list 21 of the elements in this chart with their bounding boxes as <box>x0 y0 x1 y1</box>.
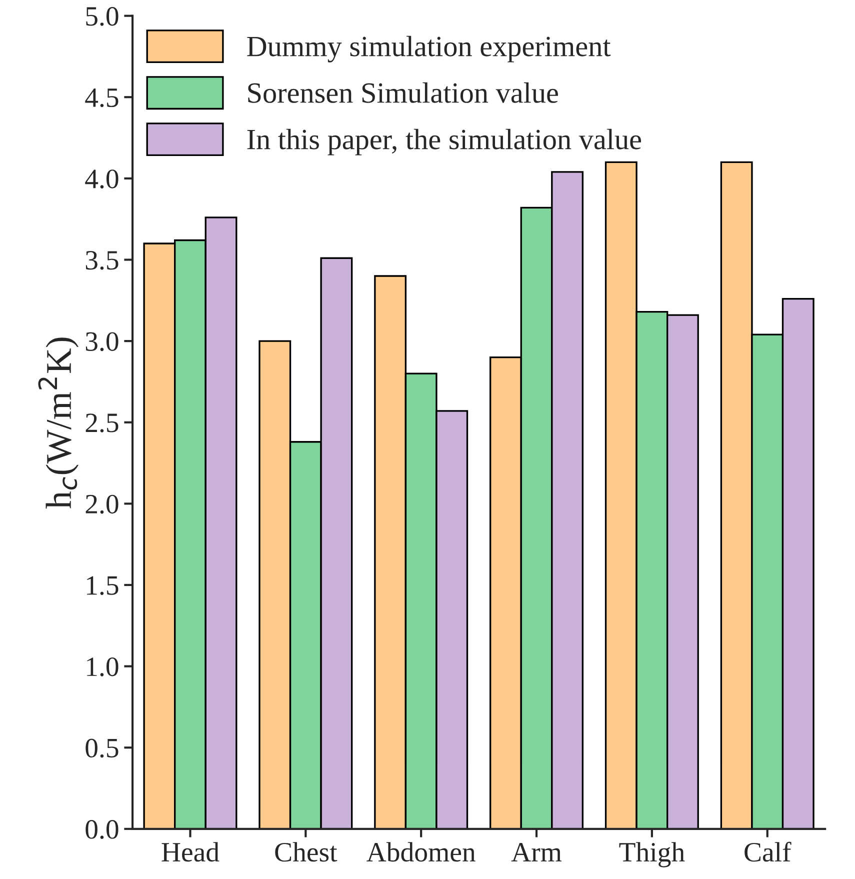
y-tick-label: 1.0 <box>87 657 118 676</box>
y-tick-label: 3.5 <box>86 250 118 270</box>
y-tick-label: 4.0 <box>85 170 118 188</box>
y-tick-label: 2.0 <box>86 494 118 514</box>
y-tick-label: 3.0 <box>86 332 118 352</box>
y-tick-label: 5.0 <box>86 6 118 26</box>
legend-label: In this paper, the simulation value <box>247 128 641 156</box>
legend-label: Sorensen Simulation value <box>248 82 558 103</box>
x-tick-label: Calf <box>744 842 792 862</box>
x-tick-label: Arm <box>511 843 562 862</box>
x-tick-label: Head <box>162 842 220 862</box>
y-tick-label: 1.5 <box>87 576 118 596</box>
y-tick-label: 0.5 <box>86 738 118 758</box>
y-tick-label: 4.5 <box>85 88 118 108</box>
y-tick-label: 2.5 <box>86 414 118 432</box>
x-tick-label: Chest <box>275 842 338 862</box>
y-axis-title: h$_{c}$(W/m$^{2}$K) <box>38 338 79 509</box>
x-tick-label: Thigh <box>619 842 685 868</box>
y-tick-label: 0.0 <box>86 820 118 839</box>
legend-label: Dummy simulation experiment <box>247 36 611 62</box>
x-tick-label: Abdomen <box>366 842 476 862</box>
